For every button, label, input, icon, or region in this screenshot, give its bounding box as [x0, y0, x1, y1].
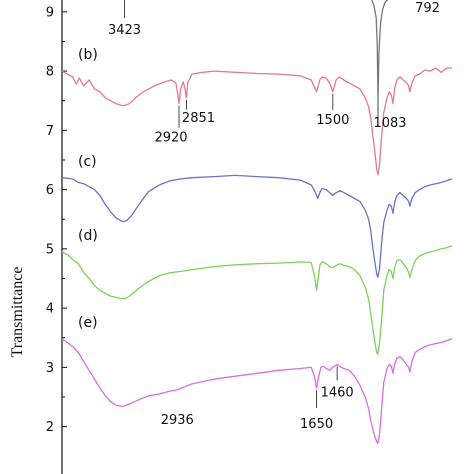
peak-label: 792	[415, 1, 440, 16]
y-tick-label: 4	[46, 302, 54, 317]
peak-label: 2936	[161, 413, 194, 428]
y-tick-label: 3	[46, 361, 54, 376]
spectrum-line-2	[61, 67, 452, 176]
peak-label: 1083	[373, 116, 406, 131]
peak-label: 1460	[321, 385, 354, 400]
y-tick-label: 5	[46, 242, 54, 257]
annotations: 3423 792 (b) 2920 2851 1500 1083 (c) (d) (e) 2936 1…	[78, 0, 440, 432]
y-tick-label: 8	[46, 65, 54, 80]
spectrum-line-1	[371, 0, 389, 102]
peak-label: 3423	[108, 23, 141, 38]
peak-label: 2851	[182, 111, 215, 126]
peak-label: 1500	[316, 113, 349, 128]
y-tick-label: 9	[46, 5, 54, 20]
panel-label: (e)	[78, 315, 98, 331]
y-tick-label: 2	[46, 420, 54, 435]
y-axis-title: Transmittance	[9, 267, 26, 358]
spectrum-line-3	[61, 174, 453, 278]
spectra	[61, 0, 453, 444]
spectrum-line-5	[61, 338, 453, 444]
y-tick-label: 7	[46, 124, 54, 139]
spectrum-line-4	[61, 245, 453, 355]
y-axis: 2 3 4 5 6 7 8 9	[46, 0, 67, 474]
panel-label: (b)	[78, 47, 98, 63]
panel-label: (d)	[78, 228, 98, 244]
peak-label: 2920	[154, 131, 187, 146]
panel-label: (c)	[78, 154, 97, 170]
peak-label: 1650	[300, 417, 333, 432]
y-tick-label: 6	[46, 183, 54, 198]
